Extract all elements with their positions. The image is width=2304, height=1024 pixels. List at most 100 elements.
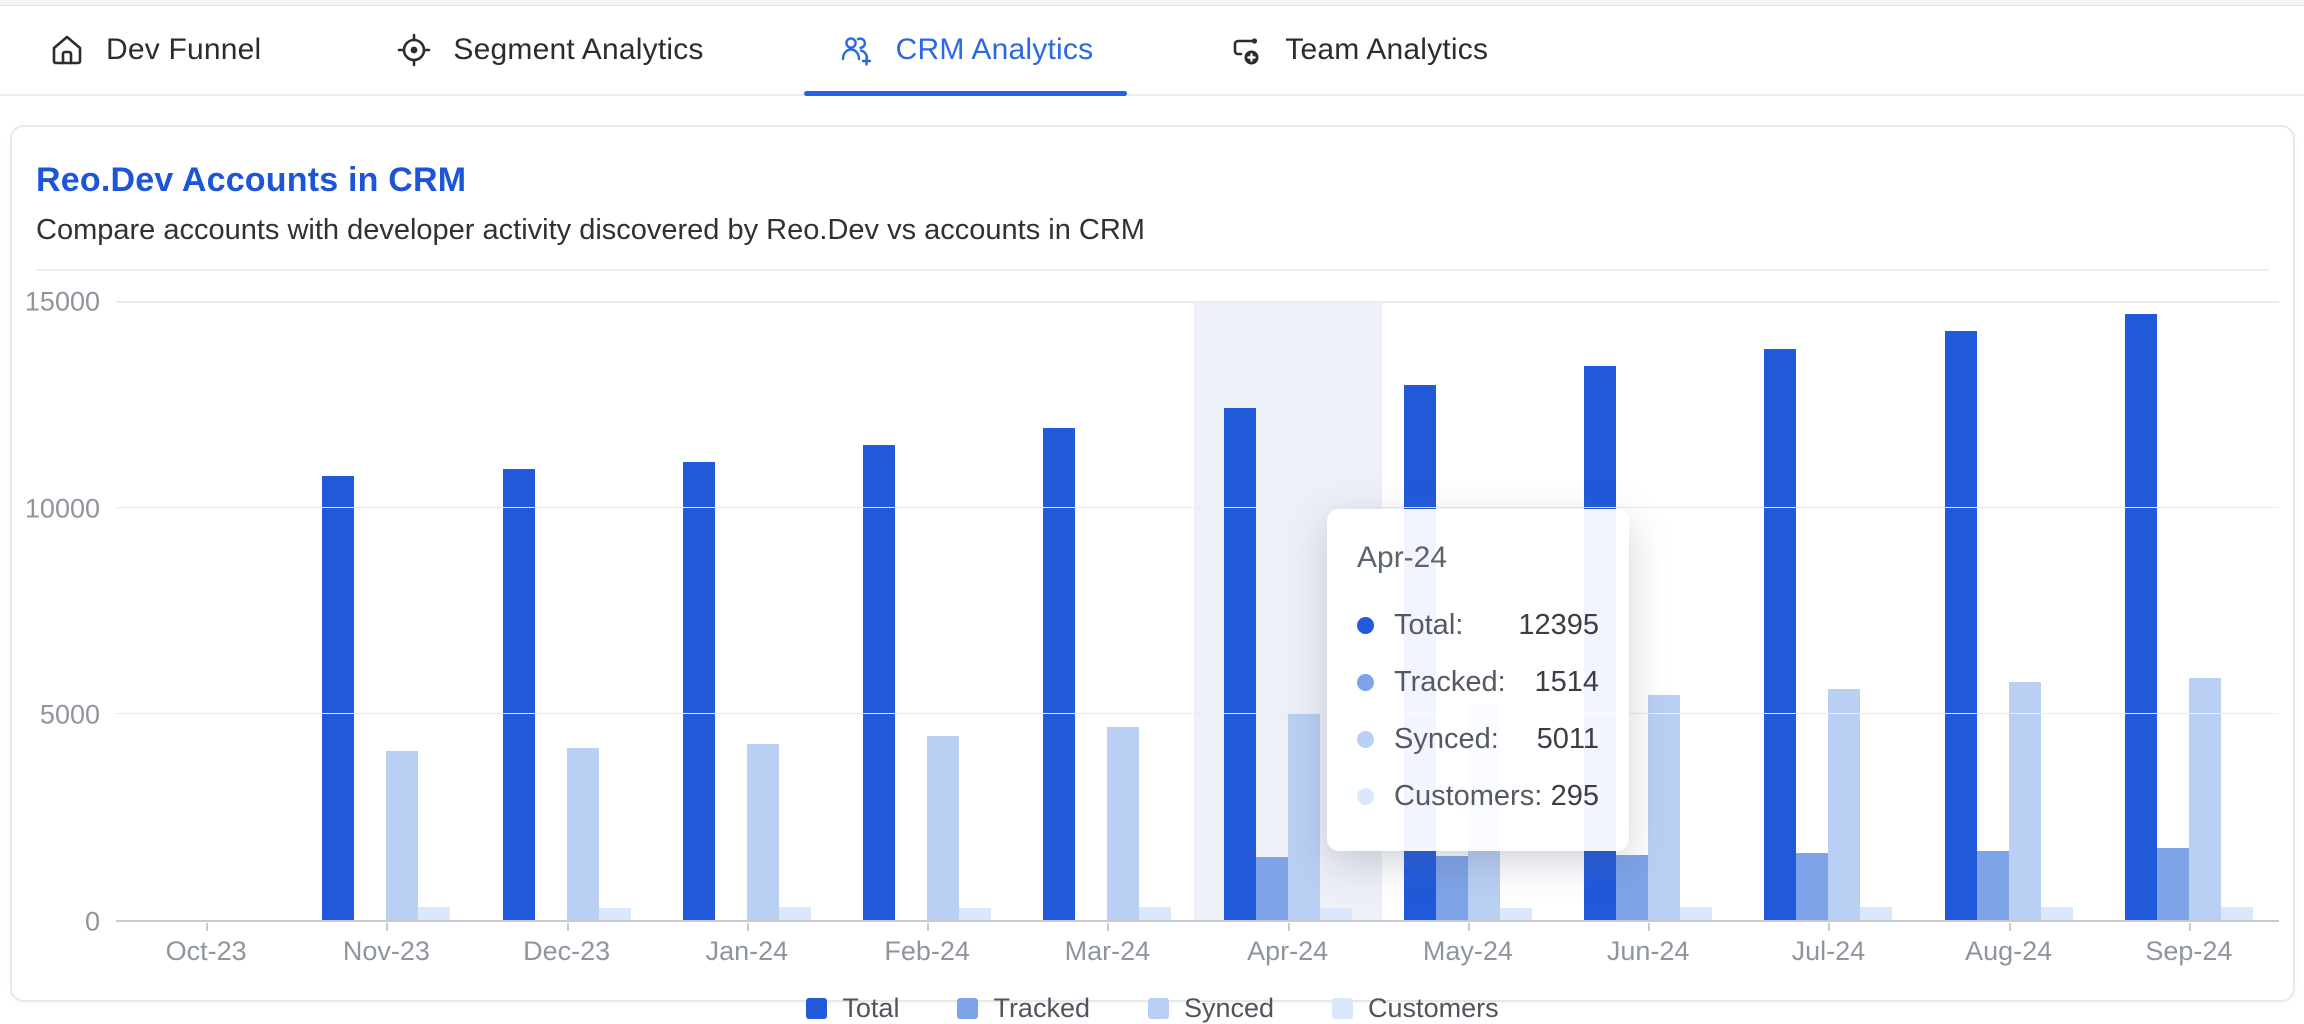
gridline bbox=[116, 713, 2279, 715]
chart-legend: Total Tracked Synced Customers bbox=[12, 993, 2293, 1024]
tab-crm-analytics[interactable]: CRM Analytics bbox=[804, 6, 1128, 94]
legend-swatch-customers bbox=[1332, 998, 1353, 1019]
bar-total-Jul-24[interactable] bbox=[1764, 349, 1796, 920]
x-tick-label-Jun-24: Jun-24 bbox=[1558, 936, 1738, 967]
y-tick-label: 5000 bbox=[40, 700, 100, 731]
tab-dev-funnel[interactable]: Dev Funnel bbox=[14, 6, 295, 94]
users-plus-icon bbox=[838, 31, 876, 69]
legend-label: Tracked bbox=[993, 993, 1090, 1024]
x-tick-label-Sep-24: Sep-24 bbox=[2099, 936, 2279, 967]
bar-total-Feb-24[interactable] bbox=[863, 445, 895, 920]
legend-label: Customers bbox=[1368, 993, 1499, 1024]
flow-plus-icon bbox=[1227, 31, 1265, 69]
home-icon bbox=[48, 31, 86, 69]
bar-customers-Jun-24[interactable] bbox=[1680, 907, 1712, 920]
bar-customers-Nov-23[interactable] bbox=[418, 907, 450, 920]
tab-segment-analytics[interactable]: Segment Analytics bbox=[361, 6, 737, 94]
bar-synced-Aug-24[interactable] bbox=[2009, 682, 2041, 920]
bar-synced-Jan-24[interactable] bbox=[747, 744, 779, 920]
bar-customers-Jan-24[interactable] bbox=[779, 907, 811, 920]
bar-customers-Mar-24[interactable] bbox=[1139, 907, 1171, 920]
y-tick-label: 0 bbox=[85, 907, 100, 938]
bar-customers-Apr-24[interactable] bbox=[1320, 908, 1352, 920]
bar-synced-Mar-24[interactable] bbox=[1107, 727, 1139, 920]
page-title: Reo.Dev Accounts in CRM bbox=[36, 161, 2269, 200]
bar-customers-May-24[interactable] bbox=[1500, 908, 1532, 920]
x-tick-label-Apr-24: Apr-24 bbox=[1198, 936, 1378, 967]
x-tick-label-Mar-24: Mar-24 bbox=[1017, 936, 1197, 967]
tooltip-value: 5011 bbox=[1537, 723, 1599, 756]
month-column-Nov-23[interactable] bbox=[296, 302, 476, 920]
bar-customers-Aug-24[interactable] bbox=[2041, 907, 2073, 920]
month-column-Sep-24[interactable] bbox=[2099, 302, 2279, 920]
x-tick-label-Jan-24: Jan-24 bbox=[657, 936, 837, 967]
legend-swatch-total bbox=[806, 998, 827, 1019]
bar-group-Jul-24 bbox=[1764, 302, 1892, 920]
tooltip-series-dot bbox=[1357, 788, 1374, 805]
month-column-Jul-24[interactable] bbox=[1738, 302, 1918, 920]
bar-total-Apr-24[interactable] bbox=[1224, 408, 1256, 920]
tooltip-row: Customers:295 bbox=[1357, 768, 1599, 825]
tooltip-label: Customers: bbox=[1394, 780, 1551, 813]
bar-group-Feb-24 bbox=[863, 302, 991, 920]
bar-group-Oct-23 bbox=[142, 302, 270, 920]
bar-total-Jan-24[interactable] bbox=[683, 462, 715, 920]
bar-columns bbox=[116, 302, 2279, 920]
tooltip-row: Total:12395 bbox=[1357, 597, 1599, 654]
legend-item-total[interactable]: Total bbox=[806, 993, 899, 1024]
bar-synced-Apr-24[interactable] bbox=[1288, 713, 1320, 920]
month-column-Mar-24[interactable] bbox=[1017, 302, 1197, 920]
legend-swatch-tracked bbox=[957, 998, 978, 1019]
legend-label: Synced bbox=[1184, 993, 1274, 1024]
tab-label: Segment Analytics bbox=[453, 33, 703, 67]
bar-group-Nov-23 bbox=[322, 302, 450, 920]
bar-synced-Feb-24[interactable] bbox=[927, 736, 959, 920]
bar-total-Sep-24[interactable] bbox=[2125, 314, 2157, 920]
gridline bbox=[116, 507, 2279, 509]
tab-team-analytics[interactable]: Team Analytics bbox=[1193, 6, 1522, 94]
legend-label: Total bbox=[842, 993, 899, 1024]
bar-tracked-Apr-24[interactable] bbox=[1256, 857, 1288, 920]
bar-synced-Jul-24[interactable] bbox=[1828, 689, 1860, 920]
bar-total-Aug-24[interactable] bbox=[1945, 331, 1977, 920]
month-column-Oct-23[interactable] bbox=[116, 302, 296, 920]
tooltip-value: 295 bbox=[1551, 780, 1599, 813]
legend-item-customers[interactable]: Customers bbox=[1332, 993, 1499, 1024]
bar-synced-Jun-24[interactable] bbox=[1648, 695, 1680, 920]
month-column-Feb-24[interactable] bbox=[837, 302, 1017, 920]
crm-analytics-card: Reo.Dev Accounts in CRM Compare accounts… bbox=[10, 125, 2295, 1002]
card-header: Reo.Dev Accounts in CRM Compare accounts… bbox=[12, 127, 2293, 271]
bar-total-Mar-24[interactable] bbox=[1043, 428, 1075, 920]
month-column-Dec-23[interactable] bbox=[477, 302, 657, 920]
bar-customers-Jul-24[interactable] bbox=[1860, 907, 1892, 920]
bar-tracked-May-24[interactable] bbox=[1436, 856, 1468, 920]
bar-tracked-Jun-24[interactable] bbox=[1616, 855, 1648, 920]
bar-tracked-Aug-24[interactable] bbox=[1977, 851, 2009, 920]
bar-tracked-Jul-24[interactable] bbox=[1796, 853, 1828, 920]
gridline bbox=[116, 301, 2279, 303]
bar-synced-Dec-23[interactable] bbox=[567, 748, 599, 920]
month-column-Jan-24[interactable] bbox=[657, 302, 837, 920]
bar-group-Jan-24 bbox=[683, 302, 811, 920]
tooltip-title: Apr-24 bbox=[1357, 541, 1599, 575]
bar-synced-Nov-23[interactable] bbox=[386, 751, 418, 920]
x-tick-label-Nov-23: Nov-23 bbox=[296, 936, 476, 967]
tooltip-row: Tracked:1514 bbox=[1357, 654, 1599, 711]
bar-customers-Feb-24[interactable] bbox=[959, 908, 991, 920]
bar-total-Nov-23[interactable] bbox=[322, 476, 354, 920]
bar-tracked-Sep-24[interactable] bbox=[2157, 848, 2189, 920]
analytics-tabbar: Dev Funnel Segment Analytics CRM Analyti… bbox=[0, 6, 2304, 96]
tooltip-value: 1514 bbox=[1534, 666, 1599, 699]
month-column-Aug-24[interactable] bbox=[1919, 302, 2099, 920]
bar-group-Sep-24 bbox=[2125, 302, 2253, 920]
bar-customers-Sep-24[interactable] bbox=[2221, 907, 2253, 920]
legend-item-tracked[interactable]: Tracked bbox=[957, 993, 1090, 1024]
bar-customers-Dec-23[interactable] bbox=[599, 908, 631, 920]
x-tick-label-Dec-23: Dec-23 bbox=[477, 936, 657, 967]
legend-item-synced[interactable]: Synced bbox=[1148, 993, 1274, 1024]
tooltip-label: Total: bbox=[1394, 609, 1518, 642]
bar-total-Dec-23[interactable] bbox=[503, 469, 535, 920]
tab-label: Dev Funnel bbox=[106, 33, 261, 67]
